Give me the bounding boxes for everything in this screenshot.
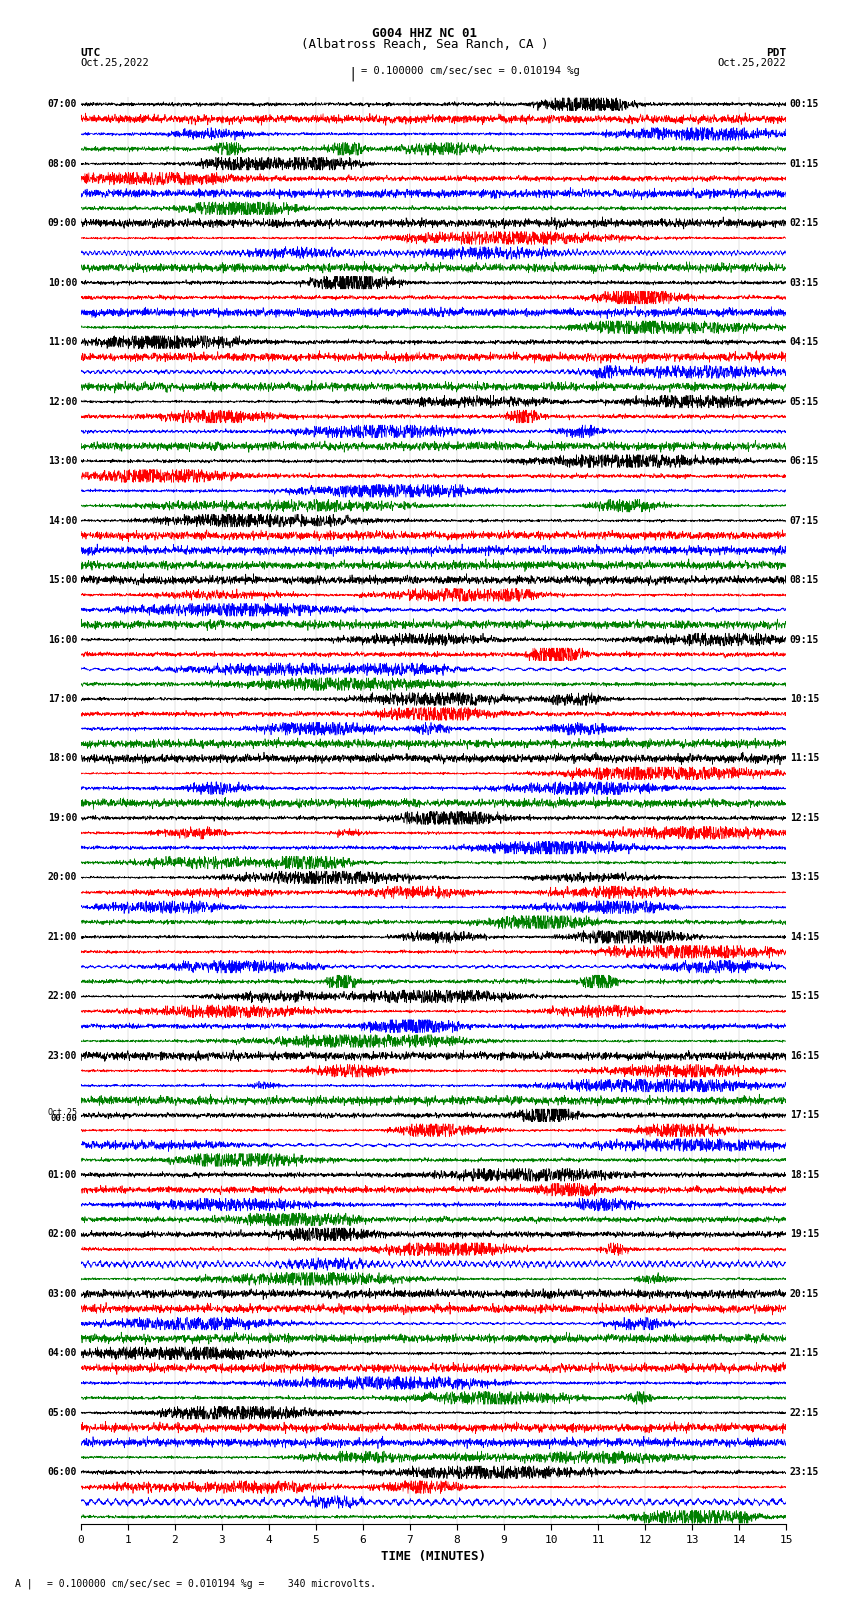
Text: 12:00: 12:00 <box>48 397 77 406</box>
Text: Oct.25: Oct.25 <box>48 1108 77 1118</box>
Text: 04:00: 04:00 <box>48 1348 77 1358</box>
Text: 06:00: 06:00 <box>48 1468 77 1478</box>
Text: 23:15: 23:15 <box>790 1468 819 1478</box>
Text: 16:15: 16:15 <box>790 1052 819 1061</box>
Text: 04:15: 04:15 <box>790 337 819 347</box>
Text: 02:15: 02:15 <box>790 218 819 227</box>
Text: 09:15: 09:15 <box>790 634 819 645</box>
Text: 23:00: 23:00 <box>48 1052 77 1061</box>
Text: 01:15: 01:15 <box>790 158 819 169</box>
Text: 17:00: 17:00 <box>48 694 77 703</box>
Text: 20:15: 20:15 <box>790 1289 819 1298</box>
Text: 15:00: 15:00 <box>48 576 77 586</box>
Text: 10:00: 10:00 <box>48 277 77 287</box>
Text: 03:00: 03:00 <box>48 1289 77 1298</box>
Text: 06:15: 06:15 <box>790 456 819 466</box>
Text: 03:15: 03:15 <box>790 277 819 287</box>
Text: 20:00: 20:00 <box>48 873 77 882</box>
Text: 00:15: 00:15 <box>790 100 819 110</box>
Text: 11:15: 11:15 <box>790 753 819 763</box>
Text: 13:15: 13:15 <box>790 873 819 882</box>
Text: 07:00: 07:00 <box>48 100 77 110</box>
Text: (Albatross Reach, Sea Ranch, CA ): (Albatross Reach, Sea Ranch, CA ) <box>301 37 549 52</box>
Text: 22:15: 22:15 <box>790 1408 819 1418</box>
Text: 09:00: 09:00 <box>48 218 77 227</box>
Text: UTC: UTC <box>81 48 101 58</box>
Text: 12:15: 12:15 <box>790 813 819 823</box>
Text: 21:15: 21:15 <box>790 1348 819 1358</box>
Text: 13:00: 13:00 <box>48 456 77 466</box>
Text: PDT: PDT <box>766 48 786 58</box>
Text: 02:00: 02:00 <box>48 1229 77 1239</box>
Text: 10:15: 10:15 <box>790 694 819 703</box>
Text: 16:00: 16:00 <box>48 634 77 645</box>
Text: 14:15: 14:15 <box>790 932 819 942</box>
Text: 14:00: 14:00 <box>48 516 77 526</box>
Text: G004 HHZ NC 01: G004 HHZ NC 01 <box>372 26 478 40</box>
Text: 00:00: 00:00 <box>50 1113 77 1123</box>
Text: Oct.25,2022: Oct.25,2022 <box>81 58 150 68</box>
Text: |: | <box>348 66 357 81</box>
X-axis label: TIME (MINUTES): TIME (MINUTES) <box>381 1550 486 1563</box>
Text: 21:00: 21:00 <box>48 932 77 942</box>
Text: 18:15: 18:15 <box>790 1169 819 1179</box>
Text: 19:15: 19:15 <box>790 1229 819 1239</box>
Text: 15:15: 15:15 <box>790 992 819 1002</box>
Text: 08:00: 08:00 <box>48 158 77 169</box>
Text: 08:15: 08:15 <box>790 576 819 586</box>
Text: 22:00: 22:00 <box>48 992 77 1002</box>
Text: 05:15: 05:15 <box>790 397 819 406</box>
Text: 18:00: 18:00 <box>48 753 77 763</box>
Text: = 0.100000 cm/sec/sec = 0.010194 %g =    340 microvolts.: = 0.100000 cm/sec/sec = 0.010194 %g = 34… <box>47 1579 376 1589</box>
Text: 01:00: 01:00 <box>48 1169 77 1179</box>
Text: 07:15: 07:15 <box>790 516 819 526</box>
Text: 05:00: 05:00 <box>48 1408 77 1418</box>
Text: 11:00: 11:00 <box>48 337 77 347</box>
Text: 19:00: 19:00 <box>48 813 77 823</box>
Text: = 0.100000 cm/sec/sec = 0.010194 %g: = 0.100000 cm/sec/sec = 0.010194 %g <box>361 66 580 76</box>
Text: Oct.25,2022: Oct.25,2022 <box>717 58 786 68</box>
Text: 17:15: 17:15 <box>790 1110 819 1121</box>
Text: A |: A | <box>15 1578 33 1589</box>
